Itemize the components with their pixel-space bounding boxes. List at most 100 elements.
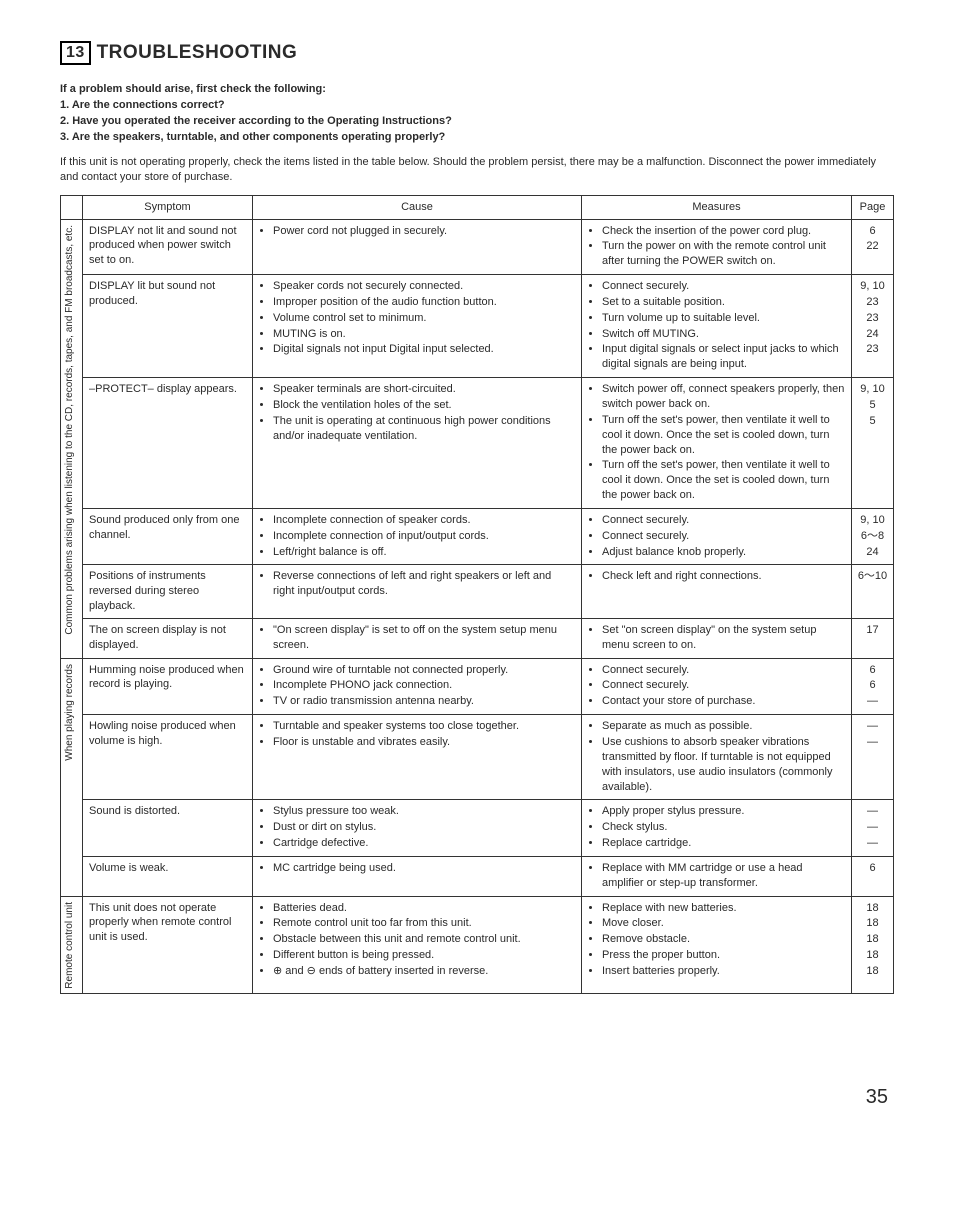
section-title: TROUBLESHOOTING <box>97 42 298 63</box>
cause-item: Remote control unit too far from this un… <box>273 916 575 931</box>
symptom-cell: Humming noise produced when record is pl… <box>83 658 253 715</box>
measure-item: Press the proper button. <box>602 948 845 963</box>
cause-item: Block the ventilation holes of the set. <box>273 398 575 413</box>
page-cell: 9, 1023232423 <box>852 275 894 378</box>
page-ref: 6～8 <box>854 529 891 544</box>
cause-item: MC cartridge being used. <box>273 861 575 876</box>
page-ref: 6 <box>854 663 891 678</box>
category-cell: Common problems arising when listening t… <box>61 219 83 658</box>
page-ref: 18 <box>854 932 891 947</box>
cause-cell: Reverse connections of left and right sp… <box>253 565 582 619</box>
page-ref: 18 <box>854 948 891 963</box>
page-ref: 23 <box>854 295 891 310</box>
cause-item: Power cord not plugged in securely. <box>273 224 575 239</box>
measures-cell: Separate as much as possible.Use cushion… <box>582 715 852 800</box>
measure-item: Set to a suitable position. <box>602 295 845 310</box>
cause-cell: MC cartridge being used. <box>253 856 582 896</box>
page-cell: 9, 1055 <box>852 378 894 509</box>
page-cell: 622 <box>852 219 894 275</box>
measure-item: Remove obstacle. <box>602 932 845 947</box>
page-ref: 24 <box>854 545 891 560</box>
cause-item: Improper position of the audio function … <box>273 295 575 310</box>
page-cell: 6～10 <box>852 565 894 619</box>
page-ref: 24 <box>854 327 891 342</box>
measure-item: Replace cartridge. <box>602 836 845 851</box>
category-cell: When playing records <box>61 658 83 896</box>
cause-item: Stylus pressure too weak. <box>273 804 575 819</box>
measure-item: Check stylus. <box>602 820 845 835</box>
measure-item: Turn off the set's power, then ventilate… <box>602 413 845 458</box>
cause-item: The unit is operating at continuous high… <box>273 414 575 444</box>
cause-item: ⊕ and ⊖ ends of battery inserted in reve… <box>273 964 575 979</box>
cause-item: Speaker cords not securely connected. <box>273 279 575 294</box>
measure-item: Connect securely. <box>602 279 845 294</box>
measure-item: Connect securely. <box>602 529 845 544</box>
cause-cell: Stylus pressure too weak.Dust or dirt on… <box>253 800 582 857</box>
page-ref: 6 <box>854 861 891 876</box>
page-ref: 5 <box>854 414 891 429</box>
page-ref: — <box>854 694 891 709</box>
symptom-cell: Volume is weak. <box>83 856 253 896</box>
page-ref: 9, 10 <box>854 513 891 528</box>
measures-cell: Check left and right connections. <box>582 565 852 619</box>
cause-item: Ground wire of turntable not connected p… <box>273 663 575 678</box>
page-cell: 1818181818 <box>852 896 894 994</box>
preamble: If a problem should arise, first check t… <box>60 82 894 145</box>
cause-item: Different button is being pressed. <box>273 948 575 963</box>
page-number: 35 <box>60 1084 894 1111</box>
measure-item: Turn off the set's power, then ventilate… <box>602 458 845 503</box>
col-category <box>61 195 83 219</box>
cause-item: Incomplete connection of speaker cords. <box>273 513 575 528</box>
measure-item: Connect securely. <box>602 513 845 528</box>
cause-item: TV or radio transmission antenna nearby. <box>273 694 575 709</box>
check-item: 1. Are the connections correct? <box>60 98 894 113</box>
category-label: When playing records <box>62 660 78 765</box>
page-cell: ——— <box>852 800 894 857</box>
measures-cell: Apply proper stylus pressure.Check stylu… <box>582 800 852 857</box>
measure-item: Apply proper stylus pressure. <box>602 804 845 819</box>
page-ref: 18 <box>854 964 891 979</box>
cause-cell: Batteries dead.Remote control unit too f… <box>253 896 582 994</box>
measure-item: Input digital signals or select input ja… <box>602 342 845 372</box>
cause-cell: Power cord not plugged in securely. <box>253 219 582 275</box>
page-cell: 17 <box>852 618 894 658</box>
page-ref: 6 <box>854 678 891 693</box>
symptom-cell: Sound produced only from one channel. <box>83 508 253 565</box>
page-ref: — <box>854 820 891 835</box>
cause-item: Obstacle between this unit and remote co… <box>273 932 575 947</box>
cause-item: Cartridge defective. <box>273 836 575 851</box>
measures-cell: Switch power off, connect speakers prope… <box>582 378 852 509</box>
page-ref: 18 <box>854 901 891 916</box>
page-ref: 17 <box>854 623 891 638</box>
measure-item: Move closer. <box>602 916 845 931</box>
col-measures: Measures <box>582 195 852 219</box>
cause-item: Batteries dead. <box>273 901 575 916</box>
cause-cell: Ground wire of turntable not connected p… <box>253 658 582 715</box>
category-cell: Remote control unit <box>61 896 83 994</box>
symptom-cell: Sound is distorted. <box>83 800 253 857</box>
cause-item: Left/right balance is off. <box>273 545 575 560</box>
measure-item: Adjust balance knob properly. <box>602 545 845 560</box>
cause-item: Incomplete PHONO jack connection. <box>273 678 575 693</box>
page-cell: 66— <box>852 658 894 715</box>
measure-item: Replace with MM cartridge or use a head … <box>602 861 845 891</box>
cause-item: Speaker terminals are short-circuited. <box>273 382 575 397</box>
measures-cell: Set "on screen display" on the system se… <box>582 618 852 658</box>
page-ref: 6 <box>854 224 891 239</box>
page-cell: 6 <box>852 856 894 896</box>
measure-item: Connect securely. <box>602 678 845 693</box>
cause-cell: Incomplete connection of speaker cords.I… <box>253 508 582 565</box>
measure-item: Separate as much as possible. <box>602 719 845 734</box>
page-ref: 6～10 <box>854 569 891 584</box>
symptom-cell: –PROTECT– display appears. <box>83 378 253 509</box>
page-ref: 18 <box>854 916 891 931</box>
measures-cell: Replace with MM cartridge or use a head … <box>582 856 852 896</box>
measures-cell: Connect securely.Connect securely.Contac… <box>582 658 852 715</box>
symptom-cell: Howling noise produced when volume is hi… <box>83 715 253 800</box>
measure-item: Check the insertion of the power cord pl… <box>602 224 845 239</box>
measures-cell: Connect securely.Connect securely.Adjust… <box>582 508 852 565</box>
cause-item: Reverse connections of left and right sp… <box>273 569 575 599</box>
cause-cell: Turntable and speaker systems too close … <box>253 715 582 800</box>
symptom-cell: DISPLAY not lit and sound not produced w… <box>83 219 253 275</box>
col-cause: Cause <box>253 195 582 219</box>
